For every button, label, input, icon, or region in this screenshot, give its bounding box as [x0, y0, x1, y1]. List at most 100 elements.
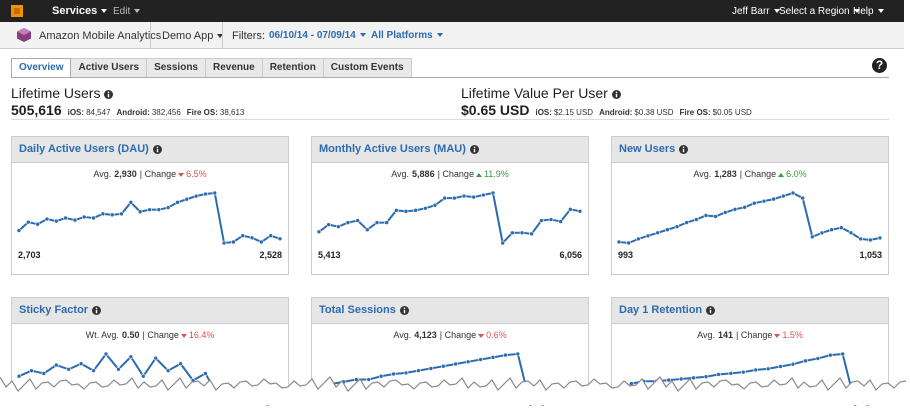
data-point: [655, 230, 660, 236]
data-point: [140, 373, 146, 379]
info-dot: [95, 307, 98, 309]
data-point: [394, 208, 399, 213]
nav-services[interactable]: Services: [52, 5, 108, 17]
nav-help[interactable]: Help: [853, 6, 884, 17]
breakdown-label: Fire OS:: [679, 108, 711, 117]
sparkline: [616, 190, 883, 246]
nav-user[interactable]: Jeff Barr: [732, 6, 780, 17]
change-arrow: [180, 333, 187, 338]
data-point: [137, 209, 143, 215]
tab[interactable]: Revenue: [206, 58, 263, 78]
data-point: [465, 359, 471, 365]
data-point: [678, 376, 684, 382]
tab[interactable]: Sessions: [147, 58, 206, 78]
card-title[interactable]: Sticky Factor: [19, 304, 89, 316]
page: Services Edit Jeff Barr Select a Region …: [0, 0, 910, 406]
tear-fill: [0, 377, 910, 405]
breakdown-value: 382,456: [151, 108, 181, 117]
info-icon[interactable]: [706, 305, 716, 315]
card-title[interactable]: New Users: [619, 143, 676, 155]
data-point: [490, 190, 496, 196]
data-point: [35, 221, 40, 227]
data-point: [645, 233, 651, 239]
summary-line: 505,616 iOS: 84,547 Android: 382,456 Fire OS:…: [11, 102, 441, 120]
card-title[interactable]: Daily Active Users (DAU): [19, 143, 149, 155]
data-point: [374, 220, 380, 225]
data-point: [771, 196, 776, 202]
tab[interactable]: Active Users: [71, 58, 148, 78]
data-point: [803, 358, 808, 364]
start-label: 5,413: [318, 250, 341, 260]
data-point: [840, 351, 846, 357]
nav-edit[interactable]: Edit: [113, 6, 141, 17]
avg-line: Avg. 5,886 | Change 11.9%: [312, 169, 588, 179]
breakdown-value: 38,613: [219, 108, 245, 117]
data-point: [732, 207, 738, 212]
top-nav: Services Edit Jeff Barr Select a Region …: [0, 0, 904, 22]
data-point: [63, 215, 68, 221]
data-point: [53, 362, 59, 368]
breakdown-value: $2.15 USD: [553, 108, 594, 117]
card-title[interactable]: Monthly Active Users (MAU): [319, 143, 466, 155]
metric-card: Daily Active Users (DAU) Avg. 2,930 | Chang…: [11, 136, 289, 275]
product-name: Amazon Mobile Analytics: [39, 30, 162, 42]
change-label: | Change: [142, 330, 179, 340]
end-label: 1,053: [859, 250, 882, 260]
change-arrow: [774, 333, 781, 338]
data-point: [616, 239, 622, 245]
data-point: [510, 230, 515, 236]
summary-title: Lifetime Users: [11, 85, 441, 101]
data-point: [503, 352, 508, 358]
tab-bar: Overview Active Users Sessions Revenue Reten…: [11, 58, 412, 79]
summary-value: $0.65 USD: [461, 102, 530, 118]
services-text: Services: [52, 5, 98, 17]
product-icon: [17, 28, 31, 42]
card-header: Monthly Active Users (MAU): [312, 137, 588, 163]
data-point: [500, 240, 505, 246]
avg-value: 2,930: [114, 169, 137, 179]
change-label: | Change: [739, 169, 777, 179]
info-dot: [473, 146, 476, 148]
nav-region[interactable]: Select a Region: [779, 6, 860, 17]
data-point: [336, 224, 341, 229]
avg-label: Wt. Avg.: [85, 330, 119, 340]
card-title[interactable]: Total Sessions: [319, 304, 396, 316]
platform-filter[interactable]: All Platforms: [371, 30, 443, 41]
avg-label: Avg.: [393, 330, 412, 340]
tab[interactable]: Overview: [11, 58, 72, 79]
app-select[interactable]: Demo App: [162, 30, 224, 42]
data-point: [461, 193, 467, 199]
data-point: [128, 200, 134, 205]
date-filter[interactable]: 06/10/14 - 07/09/14: [269, 30, 366, 41]
data-point: [326, 222, 331, 227]
data-point: [428, 366, 434, 371]
tab[interactable]: Custom Events: [323, 58, 412, 78]
data-point: [29, 368, 34, 373]
info-icon[interactable]: [399, 305, 409, 315]
data-point: [353, 377, 359, 382]
card-title[interactable]: Day 1 Retention: [619, 304, 703, 316]
change-value: 6.5%: [186, 169, 207, 179]
data-point: [723, 210, 728, 215]
help-icon[interactable]: ?: [872, 58, 887, 73]
data-point: [636, 236, 641, 242]
tab-line: [11, 77, 889, 78]
info-icon[interactable]: [679, 144, 689, 154]
info-icon[interactable]: [104, 89, 114, 99]
data-point: [471, 194, 476, 200]
data-point: [221, 240, 227, 246]
data-point: [819, 230, 825, 236]
data-point: [53, 218, 59, 224]
data-point: [416, 368, 421, 373]
info-icon[interactable]: [152, 144, 162, 154]
data-point: [345, 220, 351, 225]
avg-line: Wt. Avg. 0.50 | Change 16.4%: [12, 330, 288, 340]
info-icon[interactable]: [611, 89, 621, 99]
breakdown-value: $0.38 USD: [634, 108, 674, 117]
tab[interactable]: Retention: [262, 58, 324, 78]
info-icon[interactable]: [92, 305, 102, 315]
data-point: [529, 231, 534, 237]
change-arrow: [178, 172, 185, 177]
data-point: [109, 212, 115, 218]
info-icon[interactable]: [469, 144, 479, 154]
